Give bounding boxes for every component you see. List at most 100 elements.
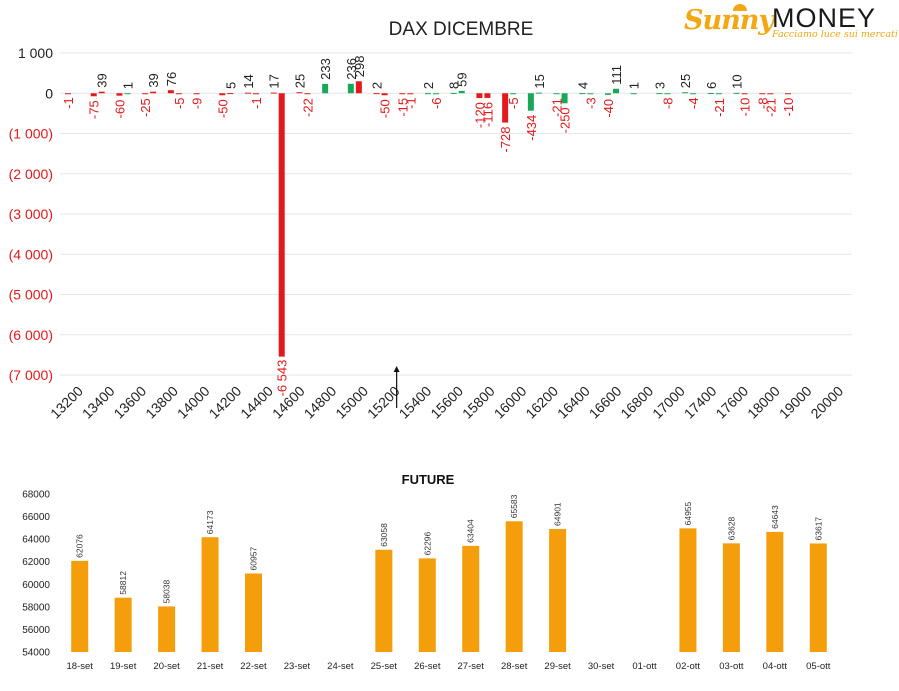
dax-bar: [425, 93, 431, 95]
future-bar: [549, 528, 567, 652]
dax-bar: [664, 93, 671, 95]
dax-bar: [296, 92, 303, 94]
dax-x-tick-label: 14800: [301, 383, 340, 422]
dax-bar-label: 15: [532, 74, 547, 88]
future-x-tick-label: 25-set: [371, 661, 398, 672]
dax-bar: [116, 93, 123, 96]
dax-bar: [98, 91, 105, 94]
dax-x-tick-label: 17400: [681, 383, 720, 422]
dax-bar-label: 39: [95, 73, 110, 87]
future-x-tick-label: 04-ott: [763, 661, 788, 672]
dax-bar-label: -60: [112, 100, 127, 119]
future-bar-label: 58038: [162, 580, 172, 604]
dax-bar-label: -21: [712, 98, 727, 117]
dax-bar: [630, 93, 637, 95]
dax-bar: [322, 83, 329, 94]
dax-bar: [715, 93, 722, 95]
dax-bar: [373, 93, 380, 95]
dax-bar: [458, 90, 465, 94]
future-y-tick-label: 56000: [22, 625, 50, 636]
future-bar-label: 64901: [553, 502, 563, 526]
dax-y-axis: 1 000 0 (1 000) (2 000) (3 000) (4 000) (5 000…: [9, 45, 54, 383]
dax-bar: [90, 93, 97, 97]
dax-y-tick-label: 1 000: [18, 45, 53, 61]
future-bar-label: 58812: [118, 571, 128, 595]
dax-x-tick-label: 16600: [586, 383, 625, 422]
dax-bar-label: -4: [686, 97, 701, 109]
dax-bar: [484, 93, 491, 98]
dax-x-tick-label: 16800: [617, 383, 656, 422]
future-y-tick-label: 58000: [22, 602, 50, 613]
future-bar-label: 60957: [249, 547, 259, 571]
dax-bar: [785, 93, 791, 95]
dax-bar-label: 298: [352, 56, 367, 78]
dax-bar-label: -10: [781, 98, 796, 117]
dax-bar: [561, 93, 568, 104]
future-y-axis: 54000 56000 58000 60000 62000 64000 66000 68000: [22, 490, 50, 659]
dax-bar-label: -21: [550, 98, 565, 117]
dax-bar-label: -8: [755, 98, 770, 110]
dax-bar: [605, 93, 611, 95]
dax-bar-label: 3: [652, 82, 667, 89]
future-x-tick-label: 19-set: [110, 661, 137, 672]
future-bar: [71, 560, 89, 652]
dax-bar: [355, 81, 362, 94]
dax-bar: [450, 92, 457, 94]
dax-bar: [219, 93, 226, 96]
dax-x-tick-label: 13600: [110, 383, 149, 422]
future-x-tick-label: 21-set: [197, 661, 224, 672]
dax-bar: [613, 88, 619, 94]
future-x-tick-label: 02-ott: [676, 661, 701, 672]
dax-x-tick-label: 13200: [47, 383, 86, 422]
future-bar: [114, 597, 132, 652]
dax-y-tick-label: (4 000): [9, 246, 53, 262]
future-bar-label: 64643: [770, 505, 780, 529]
dax-bar-label: -21: [763, 98, 778, 117]
future-x-tick-label: 03-ott: [719, 661, 744, 672]
dax-bar-label: 2: [421, 82, 436, 89]
dax-bar: [759, 93, 766, 95]
marker-arrow-icon: [393, 366, 400, 372]
dax-x-tick-label: 15400: [396, 383, 435, 422]
future-bar-label: 64955: [683, 501, 693, 525]
dax-bar: [193, 93, 200, 95]
dax-x-tick-label: 15000: [332, 383, 371, 422]
dax-bar-label: -5: [506, 97, 521, 109]
dax-bar: [553, 93, 560, 95]
dax-bar-label: 59: [455, 72, 470, 86]
dax-bar-label: 39: [146, 73, 161, 87]
brand-tagline: Facciamo luce sui mercati: [772, 29, 898, 40]
dax-bar-label: -1: [403, 97, 418, 109]
dax-bar-label: -120: [472, 102, 487, 128]
future-bar: [809, 543, 827, 652]
dax-y-tick-label: (2 000): [9, 166, 53, 182]
dax-bar-label: -50: [378, 99, 393, 118]
dax-bar-label: -75: [87, 100, 102, 119]
brand-name-sunny: Sunny: [684, 5, 774, 36]
dax-bar-label: 6: [704, 82, 719, 89]
dax-bar-label: 233: [318, 58, 333, 80]
brand-logo: Sunny MONEY Facciamo luce sui mercati: [684, 2, 898, 42]
future-y-tick-label: 64000: [22, 535, 50, 546]
dax-bar-label: 4: [575, 82, 590, 89]
dax-x-tick-label: 19000: [776, 383, 815, 422]
future-bar-label: 63617: [813, 517, 823, 541]
dax-x-tick-label: 17600: [712, 383, 751, 422]
future-y-tick-label: 68000: [22, 490, 50, 501]
dax-bar: [527, 93, 534, 111]
dax-y-tick-label: (3 000): [9, 206, 53, 222]
dax-bar-label: -22: [300, 98, 315, 117]
dax-bar: [587, 93, 594, 95]
dax-bar-label: -50: [215, 99, 230, 118]
dax-bar: [733, 92, 740, 94]
dax-bar-label: -9: [190, 98, 205, 110]
future-y-tick-label: 66000: [22, 512, 50, 523]
dax-bar: [535, 92, 542, 94]
dax-x-tick-label: 14200: [206, 383, 245, 422]
dax-bar: [124, 93, 131, 95]
future-bar: [766, 531, 784, 652]
dax-bar: [476, 93, 483, 99]
dax-bar: [278, 93, 285, 357]
future-bars: 62076 58812 58038 64173 60957 63058 62296 63404…: [71, 494, 827, 652]
dax-bar-label: -40: [601, 99, 616, 118]
